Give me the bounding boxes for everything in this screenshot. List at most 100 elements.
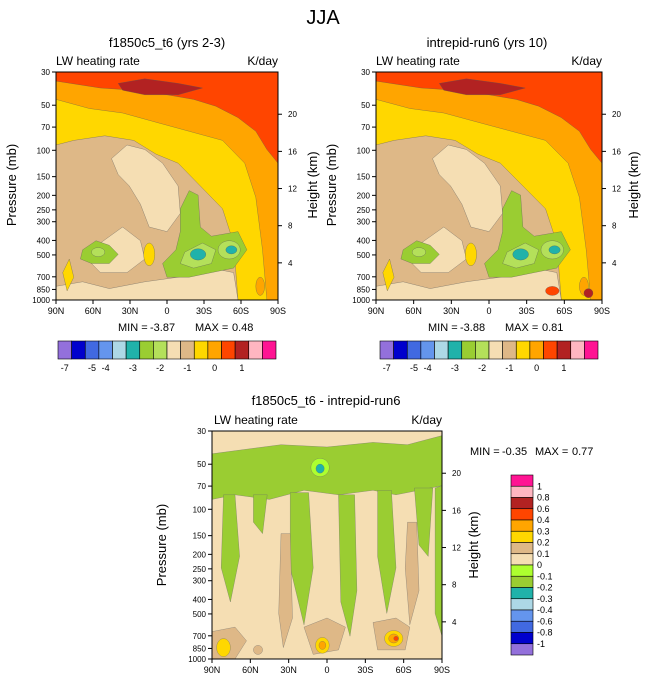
contour-region	[255, 277, 265, 296]
x-tick-label: 90N	[368, 306, 385, 316]
colorbar-right: -7 -5 -4 -3 -2 -1 0 1	[379, 340, 599, 373]
contour-panel-2: intrepid-run6 (yrs 10) LW heating rate K…	[324, 35, 641, 334]
variable-label: LW heating rate	[56, 54, 140, 68]
contour-region	[117, 78, 203, 95]
y-tick-label: 300	[37, 218, 51, 227]
colorbar-label: -7	[61, 363, 69, 373]
variable-label: LW heating rate	[214, 413, 298, 427]
colorbar-swatch	[510, 598, 534, 611]
colorbar-label: 0	[537, 560, 542, 570]
x-tick-label: 30N	[280, 665, 297, 675]
y-axis-title: Pressure (mb)	[324, 144, 339, 226]
y-tick-label: 1000	[188, 655, 206, 664]
y-tick-label: 150	[357, 173, 371, 182]
colorbar-swatch	[510, 485, 534, 498]
y-tick-label: 1000	[352, 296, 370, 305]
colorbar-swatch	[510, 542, 534, 555]
y-tick-label: 50	[41, 101, 50, 110]
min-label: MIN =	[118, 322, 148, 334]
y-tick-label: 50	[361, 101, 370, 110]
colorbar-swatch	[393, 340, 408, 360]
min-value: -3.88	[460, 322, 485, 334]
colorbar-swatch	[447, 340, 463, 360]
y2-tick-label: 20	[288, 110, 297, 119]
min-label: MIN =	[428, 322, 458, 334]
y-tick-label: 250	[37, 206, 51, 215]
colorbar-label: 1	[537, 481, 542, 491]
max-label: MAX =	[505, 322, 538, 334]
contour-region	[512, 248, 529, 261]
contour-region	[111, 144, 181, 232]
x-tick-label: 0	[486, 306, 491, 316]
colorbar-swatch	[510, 609, 534, 622]
y-axis-title: Pressure (mb)	[4, 144, 19, 226]
y2-tick-label: 12	[288, 185, 297, 194]
contour-region	[338, 494, 358, 637]
y-tick-label: 70	[197, 482, 206, 491]
contour-region	[432, 144, 503, 232]
colorbar-swatch	[510, 564, 534, 577]
x-tick-label: 60S	[396, 665, 412, 675]
panel-title: intrepid-run6 (yrs 10)	[427, 35, 548, 50]
x-tick-label: 30S	[357, 665, 373, 675]
colorbar-swatch	[510, 530, 534, 543]
y-tick-label: 100	[357, 146, 371, 155]
y-tick-label: 200	[193, 550, 207, 559]
max-value: 0.77	[572, 446, 593, 458]
colorbar-label: -0.2	[537, 583, 553, 593]
stats-line: MIN = -3.87 MAX = 0.48	[118, 322, 253, 334]
colorbar-label: 0.2	[537, 538, 550, 548]
colorbar-swatch	[71, 340, 86, 360]
colorbar-swatch	[461, 340, 476, 360]
colorbar-label: -2	[478, 363, 486, 373]
colorbar-swatch	[510, 508, 534, 521]
colorbar-swatch	[510, 620, 534, 633]
contour-plot-area	[375, 71, 603, 301]
y-tick-label: 700	[357, 273, 371, 282]
y-tick-label: 1000	[32, 296, 50, 305]
colorbar-label: 0	[534, 363, 539, 373]
colorbar-swatch	[57, 340, 72, 360]
x-tick-label: 60N	[242, 665, 259, 675]
colorbar-label: -1	[537, 639, 545, 649]
colorbar-left: -7 -5 -4 -3 -2 -1 0 1	[57, 340, 277, 373]
y-tick-label: 30	[361, 68, 370, 77]
contour-panel-1: f1850c5_t6 (yrs 2-3) LW heating rate K/d…	[4, 35, 320, 334]
colorbar-swatch	[510, 643, 534, 656]
contour-region	[439, 78, 526, 95]
contour-region	[278, 533, 293, 648]
colorbar-swatch	[166, 340, 181, 360]
y-tick-label: 250	[193, 565, 207, 574]
y-axis-ticks: 30 50 70 100 150 200 250 300 400 500 700 850 1000	[32, 68, 56, 305]
panel-title: f1850c5_t6 (yrs 2-3)	[109, 35, 225, 50]
colorbar-swatch	[510, 553, 534, 566]
y-tick-label: 500	[357, 251, 371, 260]
y-tick-label: 300	[193, 577, 207, 586]
contour-region	[253, 494, 268, 534]
contour-region	[377, 490, 397, 614]
stats-line: MIN = -0.35 MAX = 0.77	[470, 446, 593, 458]
units-label: K/day	[411, 413, 442, 427]
max-label: MAX =	[195, 322, 228, 334]
y-tick-label: 700	[37, 273, 51, 282]
y-tick-label: 400	[37, 236, 51, 245]
y2-axis-title: Height (km)	[305, 151, 320, 218]
colorbar-swatch	[510, 474, 534, 487]
y-tick-label: 200	[37, 191, 51, 200]
colorbar-swatch	[475, 340, 490, 360]
colorbar-swatch	[529, 340, 544, 360]
colorbar-label: 0.6	[537, 504, 550, 514]
height-axis-ticks: 20 16 12 8 4	[278, 110, 297, 268]
colorbar-label: 0.1	[537, 549, 550, 559]
max-value: 0.81	[542, 322, 563, 334]
contour-region	[583, 288, 594, 298]
colorbar-swatch	[84, 340, 100, 360]
colorbar-swatch	[139, 340, 154, 360]
y2-tick-label: 4	[452, 618, 457, 627]
x-tick-label: 90S	[270, 306, 286, 316]
x-axis-ticks: 90N 60N 30N 0 30S 60S 90S	[48, 300, 286, 316]
max-value: 0.48	[232, 322, 253, 334]
x-tick-label: 90S	[434, 665, 450, 675]
contour-region	[253, 645, 263, 655]
